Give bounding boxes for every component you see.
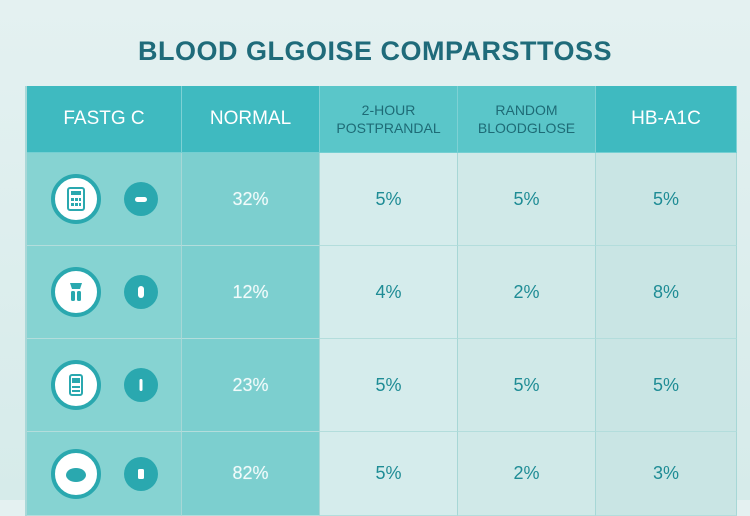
cell-value: 23% <box>232 374 269 395</box>
cell-value: 5% <box>652 374 679 395</box>
table-cell: 2% <box>458 432 596 516</box>
strip-icon <box>123 368 158 402</box>
table-row-icons <box>27 339 182 432</box>
header-normal: NORMAL <box>182 86 320 153</box>
calculator-icon <box>50 174 101 224</box>
header-hba1c-label: HB-A1C <box>631 108 701 129</box>
header-fasting-label: FASTG C <box>63 108 145 129</box>
glucometer-icon <box>50 267 101 317</box>
plate-icon <box>50 448 101 499</box>
cell-value: 32% <box>232 188 269 209</box>
cell-value: 2% <box>513 463 540 483</box>
table-cell: 5% <box>320 153 458 246</box>
header-postprandial: 2-HOUR POSTPRANDAL <box>320 86 458 153</box>
header-random: RANDOM BLOODGLOSE <box>458 86 596 153</box>
table-cell: 5% <box>320 432 458 516</box>
page-title: BLOOD GLGOISE COMPARSTTOSS <box>137 36 613 66</box>
table-cell: 12% <box>182 246 320 339</box>
cell-value: 3% <box>652 463 679 483</box>
header-random-line1: RANDOM <box>495 102 558 118</box>
header-fasting: FASTG C <box>27 86 182 153</box>
comparison-table: FASTG C NORMAL 2-HOUR POSTPRANDAL RANDOM… <box>25 86 737 516</box>
header-random-line2: BLOODGLOSE <box>477 120 576 136</box>
header-postprandial-line2: POSTPRANDAL <box>336 120 441 136</box>
header-normal-label: NORMAL <box>209 108 292 129</box>
table-row-icons <box>27 432 182 516</box>
table-cell: 2% <box>458 246 596 339</box>
table-row-icons <box>27 246 182 339</box>
cell-value: 4% <box>375 281 402 302</box>
header-postprandial-line1: 2-HOUR <box>361 102 416 118</box>
table-cell: 4% <box>320 246 458 339</box>
header-hba1c: HB-A1C <box>596 86 737 153</box>
cell-value: 82% <box>232 463 269 483</box>
cell-value: 12% <box>232 281 269 302</box>
cell-value: 5% <box>513 374 540 395</box>
table-cell: 82% <box>182 432 320 516</box>
pill-icon <box>123 182 158 216</box>
drop-icon <box>123 275 158 309</box>
cell-value: 5% <box>652 188 679 209</box>
table-row-icons <box>27 153 182 246</box>
table-cell: 3% <box>596 432 737 516</box>
cell-value: 8% <box>652 281 679 302</box>
meter-device-icon <box>50 360 101 410</box>
cell-value: 5% <box>513 188 540 209</box>
table-cell: 5% <box>596 153 737 246</box>
cell-value: 5% <box>375 374 402 395</box>
cell-value: 5% <box>375 188 402 209</box>
table-cell: 23% <box>182 339 320 432</box>
cell-value: 5% <box>375 463 402 483</box>
cell-value: 2% <box>513 281 540 302</box>
table-cell: 5% <box>320 339 458 432</box>
table-cell: 5% <box>458 339 596 432</box>
test-icon <box>123 456 158 491</box>
table-cell: 32% <box>182 153 320 246</box>
table-cell: 8% <box>596 246 737 339</box>
table-cell: 5% <box>596 339 737 432</box>
table-cell: 5% <box>458 153 596 246</box>
